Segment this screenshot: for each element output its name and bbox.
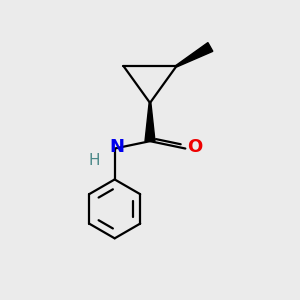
Text: H: H (88, 153, 100, 168)
Polygon shape (176, 43, 213, 67)
Text: N: N (110, 138, 124, 156)
Polygon shape (145, 103, 155, 141)
Text: O: O (187, 138, 202, 156)
